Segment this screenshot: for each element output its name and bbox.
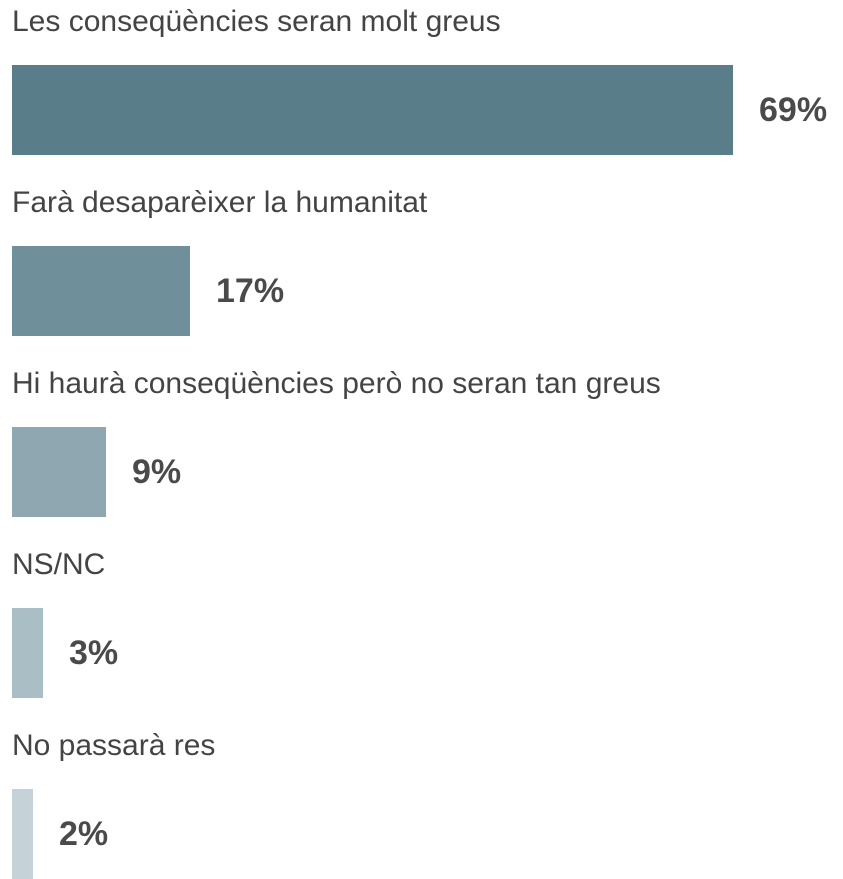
data-label: 69%	[759, 91, 828, 129]
category-label: Les conseqüències seran molt greus	[12, 5, 501, 38]
bar	[12, 427, 106, 517]
data-label: 3%	[69, 634, 119, 672]
bar	[12, 65, 733, 155]
bar	[12, 246, 190, 336]
data-label: 2%	[59, 815, 109, 853]
category-label: No passarà res	[12, 729, 216, 762]
data-label: 9%	[132, 453, 182, 491]
bar	[12, 789, 33, 879]
bar	[12, 608, 43, 698]
category-label: Farà desaparèixer la humanitat	[12, 186, 428, 219]
data-label: 17%	[216, 272, 285, 310]
category-label: Hi haurà conseqüències però no seran tan…	[12, 367, 661, 400]
category-label: NS/NC	[12, 548, 106, 581]
